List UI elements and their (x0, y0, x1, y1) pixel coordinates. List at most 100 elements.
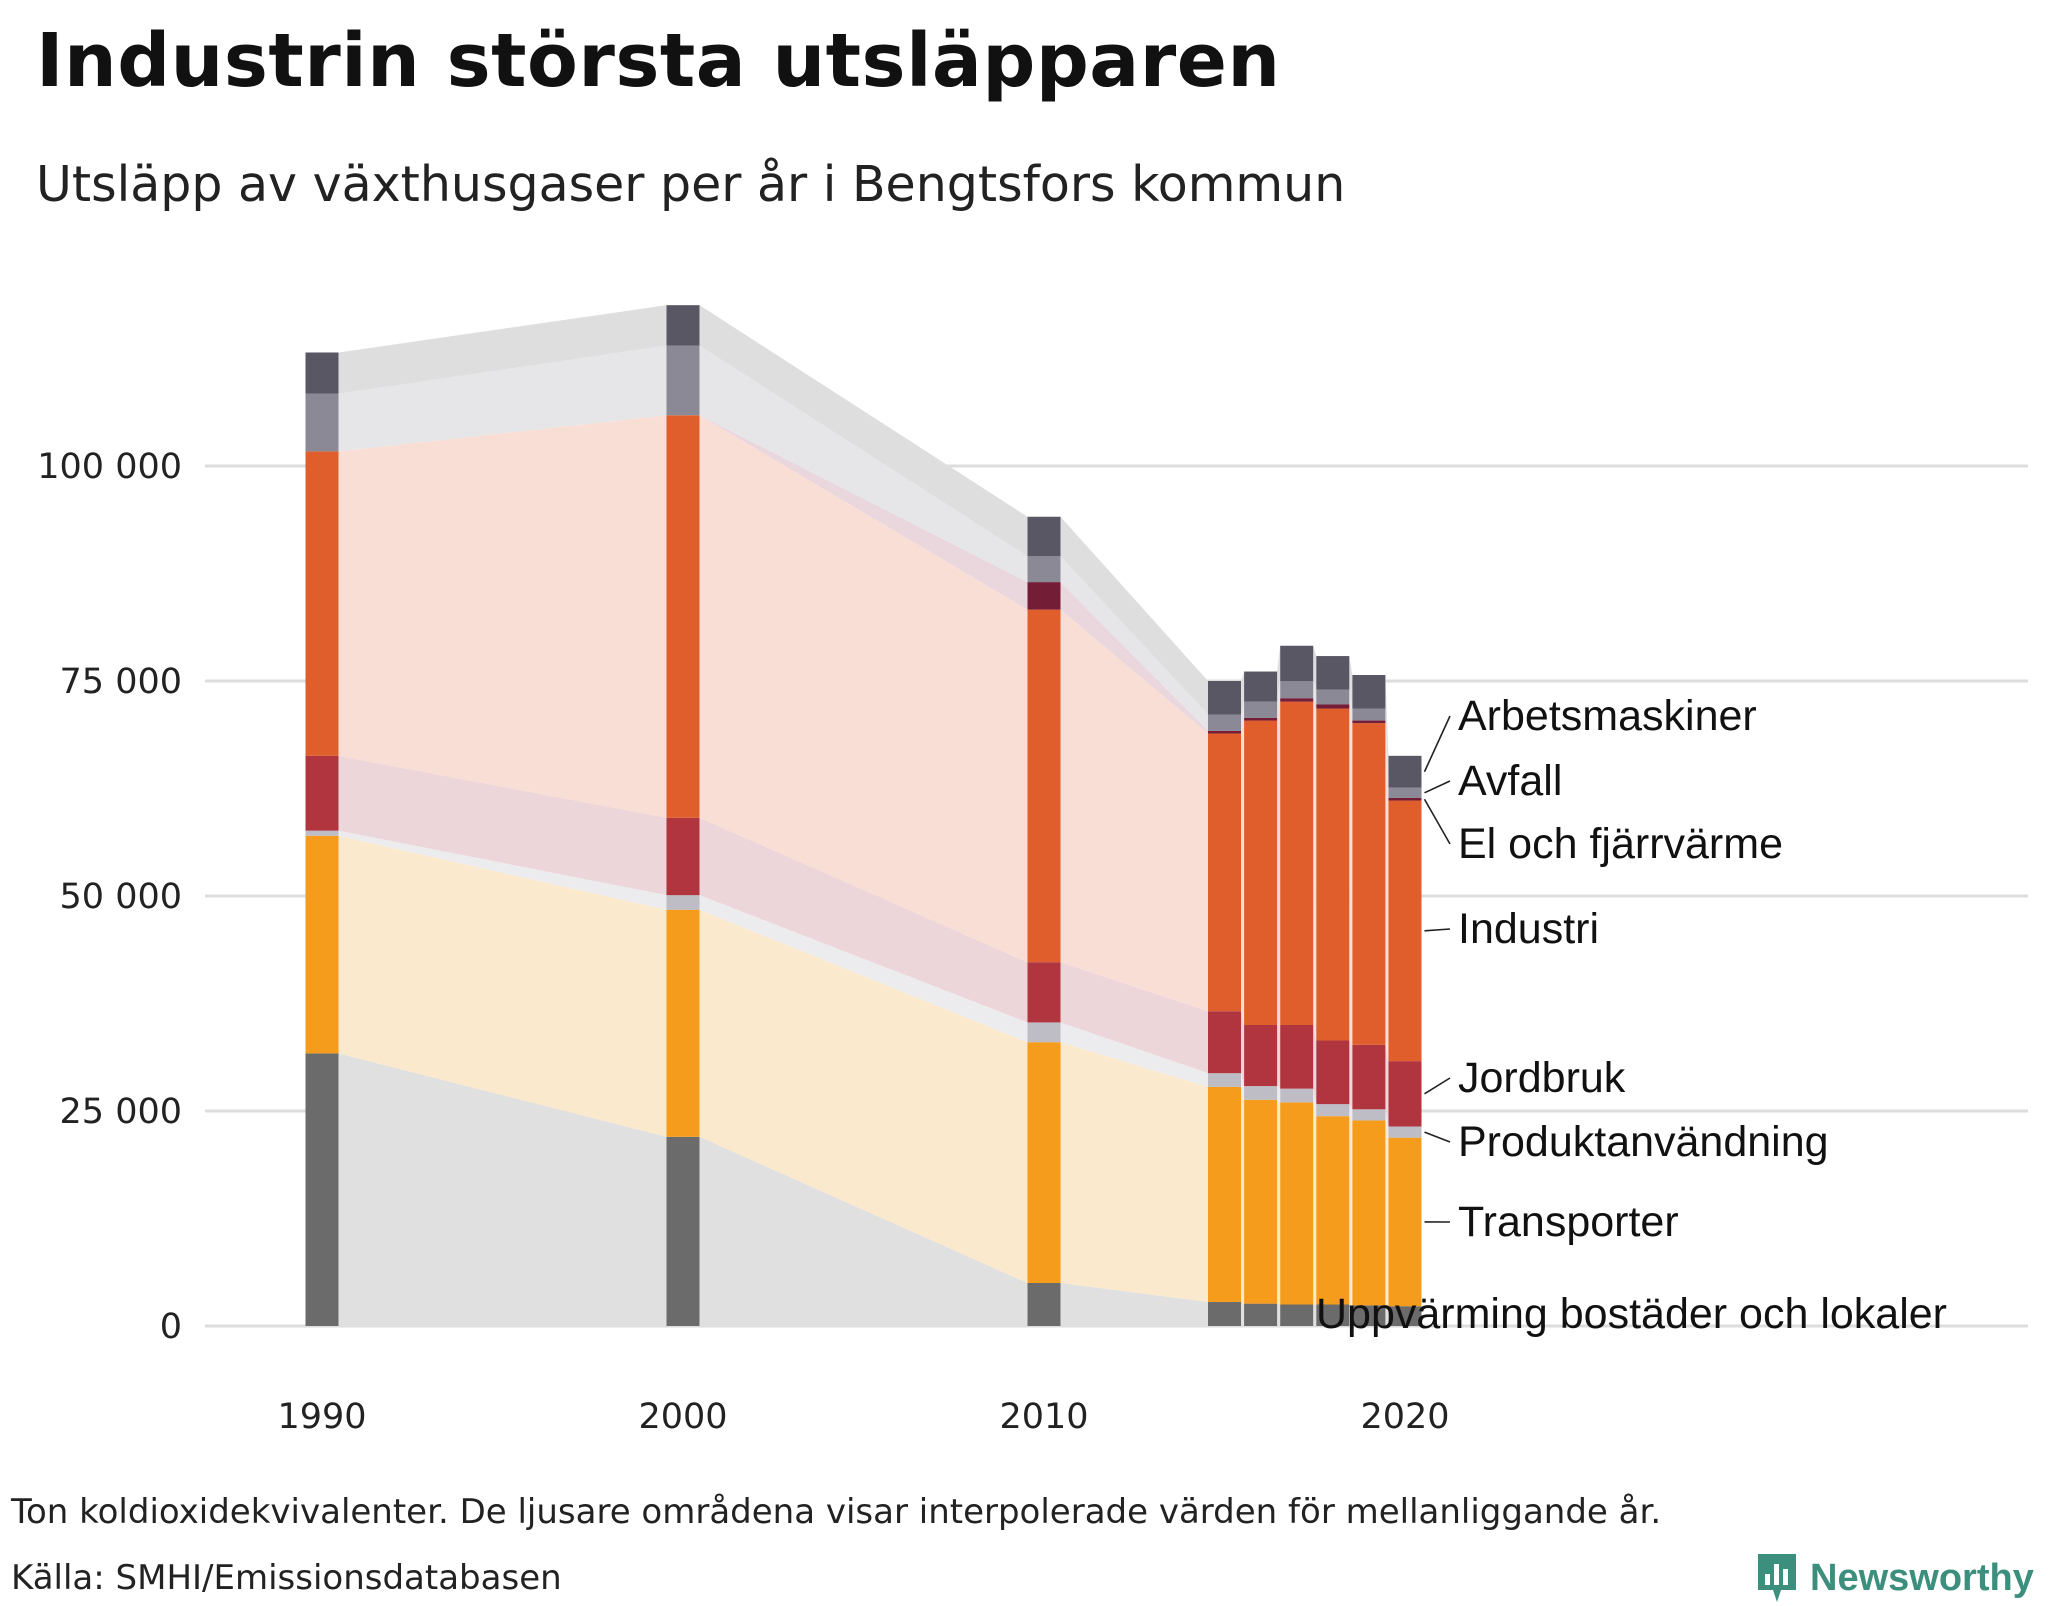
bar-segment (667, 305, 700, 345)
bar-segment (1352, 709, 1385, 721)
bar-segment (1208, 733, 1241, 1011)
x-tick-label: 2010 (999, 1397, 1088, 1437)
series-label: Avfall (1458, 757, 1562, 805)
y-tick-label: 25 000 (60, 1092, 182, 1132)
y-tick-label: 50 000 (60, 877, 182, 917)
series-label: Industri (1458, 905, 1599, 953)
bar-segment (1244, 1304, 1277, 1326)
bar-segment (306, 756, 339, 831)
label-leader-line (1425, 781, 1451, 793)
bar-segment (1316, 656, 1349, 690)
x-tick-label: 1990 (277, 1397, 366, 1437)
bar-segment (1389, 756, 1422, 788)
bar-segment (1389, 1138, 1422, 1307)
bar-segment (1208, 681, 1241, 715)
bar-segment (1316, 690, 1349, 705)
interpolated-area (1349, 1116, 1352, 1305)
interpolated-area (1241, 1302, 1244, 1326)
bar-segment (1389, 788, 1422, 798)
interpolated-area (1313, 702, 1316, 1041)
bar-segment (1280, 1305, 1313, 1327)
bar-segment (306, 836, 339, 1054)
bar-segment (1352, 1045, 1385, 1110)
bar-segment (667, 818, 700, 895)
bar-segment (667, 895, 700, 910)
interpolated-area (1277, 702, 1280, 1025)
bar-segment (1028, 556, 1061, 582)
label-leader-line (1425, 929, 1451, 931)
bar-segment (1280, 681, 1313, 698)
label-leader-line (1425, 716, 1451, 772)
bar-segment (667, 415, 700, 817)
interpolated-area (1277, 1304, 1280, 1326)
bar-segment (1028, 1042, 1061, 1283)
y-tick-label: 75 000 (60, 662, 182, 702)
brand-name: Newsworthy (1810, 1557, 2034, 1600)
bar-segment (306, 1053, 339, 1326)
bar-segment (1208, 731, 1241, 734)
bar-segment (1280, 1089, 1313, 1103)
label-leader-line (1425, 799, 1451, 844)
bar-segment (306, 352, 339, 393)
bar-segment (1028, 582, 1061, 610)
bar-segment (1316, 1104, 1349, 1116)
bar-segment (1352, 721, 1385, 724)
interpolated-area (1241, 721, 1244, 1025)
bar-segment (667, 1137, 700, 1326)
bar-segment (1244, 672, 1277, 702)
interpolated-area (1277, 1025, 1280, 1089)
bar-segment (1028, 517, 1061, 557)
bar-segment (1208, 1073, 1241, 1087)
label-leader-line (1425, 1132, 1451, 1142)
brand-logo: Newsworthy (1754, 1550, 2034, 1606)
bar-segment (1244, 721, 1277, 1025)
series-label: Uppvärming bostäder och lokaler (1316, 1290, 1947, 1338)
bar-segment (1280, 1025, 1313, 1089)
series-label: Produktanvändning (1458, 1118, 1829, 1166)
interpolated-area (1241, 1087, 1244, 1304)
bar-segment (1244, 1100, 1277, 1304)
bar-segment (1208, 1011, 1241, 1073)
bar-segment (306, 451, 339, 755)
label-leader-line (1425, 1078, 1451, 1094)
bar-segment (1028, 1022, 1061, 1042)
bar-segment (306, 394, 339, 452)
y-tick-label: 100 000 (37, 447, 182, 487)
interpolated-area (1277, 1086, 1280, 1102)
bar-segment (1208, 1302, 1241, 1326)
y-tick-label: 0 (160, 1307, 182, 1347)
bar-segment (1352, 723, 1385, 1045)
bar-segment (1028, 610, 1061, 963)
bar-segment (1244, 718, 1277, 721)
bar-segment (1352, 675, 1385, 709)
interpolated-area (1385, 1120, 1388, 1306)
series-label: Jordbruk (1458, 1054, 1626, 1102)
bar-segment (1316, 1040, 1349, 1104)
interpolated-area (1061, 1042, 1209, 1302)
bar-segment (667, 346, 700, 416)
y-axis-tick-labels: 0 25 000 50 000 75 000 100 000 (37, 447, 182, 1347)
interpolated-area (339, 415, 667, 817)
bar-segment (1028, 1283, 1061, 1326)
bar-segment (1244, 1025, 1277, 1086)
series-label: Transporter (1458, 1198, 1679, 1246)
bar-segment (1389, 798, 1422, 801)
interpolated-area (1277, 1100, 1280, 1305)
bar-segment (1208, 715, 1241, 731)
bar-segment (1280, 698, 1313, 701)
bar-segment (306, 831, 339, 836)
x-tick-label: 2020 (1360, 1397, 1449, 1437)
bar-segment (1208, 1087, 1241, 1302)
bar-segment (1389, 801, 1422, 1062)
bar-segment (1028, 962, 1061, 1022)
bar-segment (1316, 704, 1349, 708)
bar-segment (1280, 646, 1313, 681)
bar-segment (1389, 1061, 1422, 1126)
chart-source: Källa: SMHI/Emissionsdatabasen (11, 1558, 562, 1598)
chart-note: Ton koldioxidekvivalenter. De ljusare om… (11, 1492, 1661, 1532)
bar-segment (1389, 1126, 1422, 1137)
bar-segment (1280, 702, 1313, 1025)
bar-segment (667, 910, 700, 1137)
